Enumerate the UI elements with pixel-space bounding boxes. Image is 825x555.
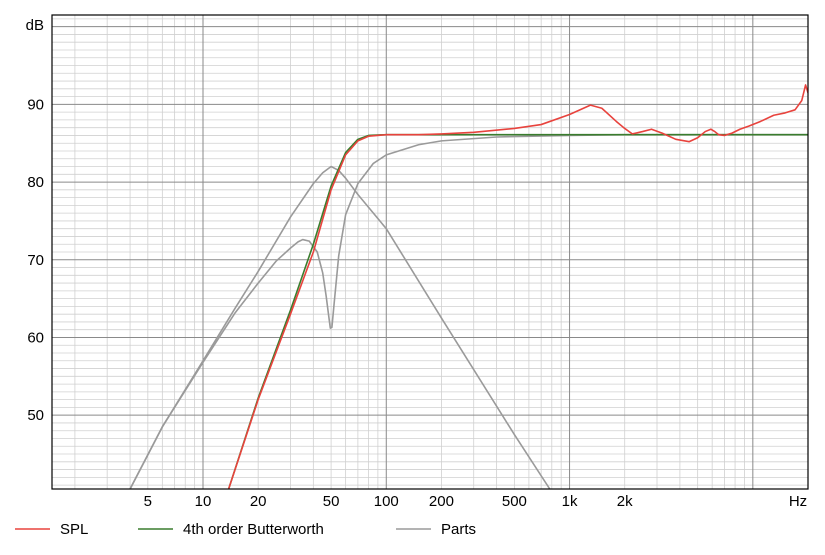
x-tick-label: 100 <box>374 493 399 510</box>
x-tick-label: 10 <box>195 493 212 510</box>
x-tick-label: 50 <box>323 493 340 510</box>
legend-label: 4th order Butterworth <box>183 521 324 538</box>
major-gridlines <box>52 15 808 489</box>
series-layer <box>129 84 808 489</box>
y-tick-label: 50 <box>27 407 44 424</box>
y-tick-label: 90 <box>27 96 44 113</box>
legend: SPL 4th order Butterworth Parts <box>15 521 476 538</box>
y-axis-unit-label: dB <box>26 17 44 34</box>
series-line-parts <box>129 165 551 489</box>
y-tick-labels: 50 60 70 80 90 <box>27 96 44 424</box>
x-tick-label: 200 <box>429 493 454 510</box>
x-tick-label: 5 <box>144 493 152 510</box>
y-tick-label: 60 <box>27 329 44 346</box>
x-tick-label: 20 <box>250 493 267 510</box>
x-axis-unit-label: Hz <box>789 493 807 510</box>
legend-label: Parts <box>441 521 476 538</box>
series-line-spl <box>227 84 808 489</box>
y-tick-label: 80 <box>27 174 44 191</box>
plot-frame <box>51 14 809 490</box>
x-tick-label: 500 <box>502 493 527 510</box>
legend-label: SPL <box>60 521 88 538</box>
x-tick-label: 2k <box>617 493 633 510</box>
x-tick-label: 1k <box>562 493 578 510</box>
x-tick-labels: 5 10 20 50 100 200 500 1k 2k <box>144 493 633 510</box>
y-tick-label: 70 <box>27 252 44 269</box>
series-line-parts <box>129 133 808 489</box>
